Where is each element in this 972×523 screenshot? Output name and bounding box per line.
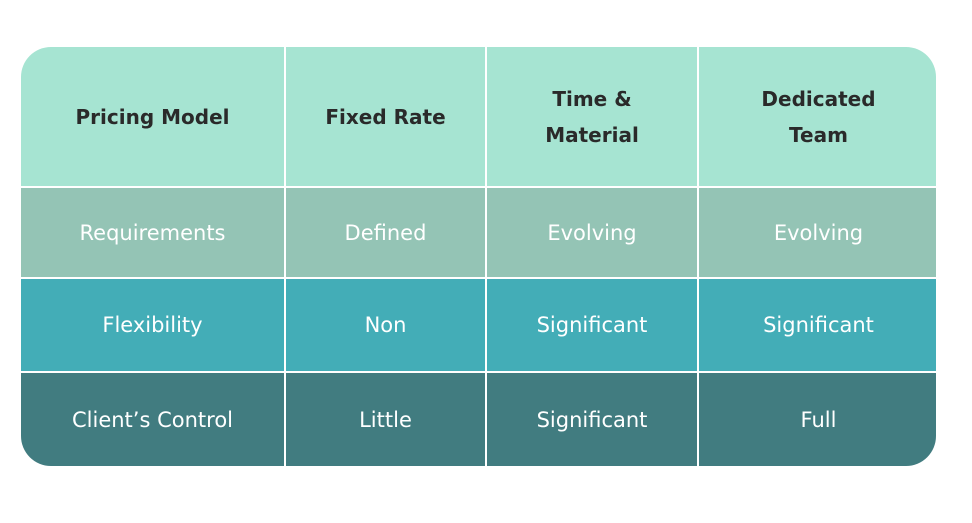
table-cell: Evolving xyxy=(699,188,936,277)
table-cell: Significant xyxy=(487,373,697,466)
table-cell-text: Flexibility xyxy=(102,313,203,337)
table-cell: Evolving xyxy=(487,188,697,277)
table-cell: Requirements xyxy=(21,188,284,277)
header-cell-text: Pricing Model xyxy=(75,104,230,129)
table-cell-text: Full xyxy=(800,407,837,432)
table-cell-text: Significant xyxy=(763,313,874,337)
header-cell-text: Time & Material xyxy=(545,86,639,147)
table-cell-text: Client’s Control xyxy=(72,407,233,432)
header-cell: Pricing Model xyxy=(21,47,284,186)
table-cell: Significant xyxy=(487,279,697,371)
table-cell: Defined xyxy=(286,188,485,277)
table-cell: Little xyxy=(286,373,485,466)
header-cell-text: Dedicated Team xyxy=(761,86,876,147)
header-cell: Time & Material xyxy=(487,47,697,186)
table-cell: Full xyxy=(699,373,936,466)
table-cell: Non xyxy=(286,279,485,371)
table-cell: Flexibility xyxy=(21,279,284,371)
table-cell: Significant xyxy=(699,279,936,371)
table-cell-text: Significant xyxy=(536,407,648,432)
table-cell-text: Requirements xyxy=(79,220,226,245)
table-cell-text: Little xyxy=(359,407,412,432)
header-cell-text: Fixed Rate xyxy=(325,104,446,129)
table-cell-text: Significant xyxy=(536,313,648,337)
table-cell-text: Evolving xyxy=(773,220,864,245)
table-cell: Client’s Control xyxy=(21,373,284,466)
header-cell: Dedicated Team xyxy=(699,47,936,186)
pricing-table: Pricing Model Fixed Rate Time & Material De… xyxy=(21,47,936,466)
table-cell-text: Evolving xyxy=(547,220,637,245)
header-cell: Fixed Rate xyxy=(286,47,485,186)
table-cell-text: Defined xyxy=(344,220,427,245)
table-cell-text: Non xyxy=(364,313,407,337)
